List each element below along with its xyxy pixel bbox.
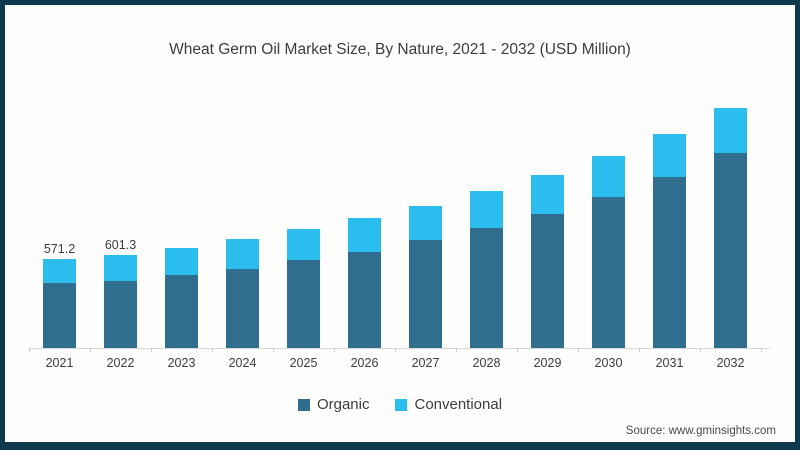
x-tick-label-2027: 2027 xyxy=(411,356,440,370)
data-label-2022: 601.3 xyxy=(104,238,137,252)
x-tick-label-2029: 2029 xyxy=(533,356,562,370)
bar-segment-organic-2031 xyxy=(653,177,686,348)
category-cell-2032 xyxy=(700,108,761,348)
x-tick-label-2032: 2032 xyxy=(716,356,745,370)
x-tick-label-2025: 2025 xyxy=(289,356,318,370)
x-tick-label-2030: 2030 xyxy=(594,356,623,370)
plot-area: 571.2 601.3 xyxy=(29,108,761,348)
bar-segment-conventional-2028 xyxy=(470,191,503,228)
category-cell-2028 xyxy=(456,108,517,348)
bar-segment-organic-2026 xyxy=(348,252,381,348)
x-tick-label-2031: 2031 xyxy=(655,356,684,370)
category-cell-2027 xyxy=(395,108,456,348)
legend: Organic Conventional xyxy=(5,396,795,413)
x-tick-label-2028: 2028 xyxy=(472,356,501,370)
axis-tick xyxy=(29,348,30,352)
bar-2022 xyxy=(104,255,137,348)
bar-2032 xyxy=(714,108,747,348)
legend-item-conventional: Conventional xyxy=(395,396,502,413)
bar-segment-organic-2032 xyxy=(714,153,747,348)
category-cell-2024 xyxy=(212,108,273,348)
bar-2021 xyxy=(43,259,76,348)
category-cell-2029 xyxy=(517,108,578,348)
bar-segment-organic-2024 xyxy=(226,269,259,348)
bar-segment-organic-2027 xyxy=(409,240,442,348)
bar-segment-conventional-2026 xyxy=(348,218,381,252)
axis-tick xyxy=(90,348,91,352)
source-note: Source: www.gminsights.com xyxy=(625,425,776,437)
bar-segment-conventional-2025 xyxy=(287,229,320,260)
x-tick-label-2022: 2022 xyxy=(106,356,135,370)
axis-tick xyxy=(639,348,640,352)
conventional-swatch-icon xyxy=(395,398,408,411)
axis-tick xyxy=(273,348,274,352)
category-cell-2031 xyxy=(639,108,700,348)
category-cell-2026 xyxy=(334,108,395,348)
axis-tick xyxy=(334,348,335,352)
bar-segment-conventional-2030 xyxy=(592,156,625,197)
bar-segment-organic-2023 xyxy=(165,275,198,348)
bar-segment-conventional-2031 xyxy=(653,134,686,177)
axis-tick xyxy=(700,348,701,352)
bar-segment-conventional-2023 xyxy=(165,248,198,275)
category-cell-2025 xyxy=(273,108,334,348)
category-cell-2021: 571.2 xyxy=(29,108,90,348)
axis-tick xyxy=(212,348,213,352)
x-tick-label-2023: 2023 xyxy=(167,356,196,370)
data-label-2021: 571.2 xyxy=(43,242,76,256)
legend-label-organic: Organic xyxy=(316,396,370,413)
legend-item-organic: Organic xyxy=(297,396,370,413)
axis-tick xyxy=(151,348,152,352)
axis-tick xyxy=(395,348,396,352)
bar-2025 xyxy=(287,229,320,348)
bar-segment-conventional-2032 xyxy=(714,108,747,153)
bar-segment-organic-2025 xyxy=(287,260,320,348)
bar-segment-organic-2030 xyxy=(592,197,625,348)
bar-2029 xyxy=(531,175,564,348)
bar-segment-organic-2028 xyxy=(470,228,503,348)
x-tick-label-2024: 2024 xyxy=(228,356,257,370)
bar-segment-organic-2021 xyxy=(43,283,76,348)
axis-tick xyxy=(456,348,457,352)
bar-segment-organic-2022 xyxy=(104,281,137,348)
bar-2026 xyxy=(348,218,381,348)
category-cell-2022: 601.3 xyxy=(90,108,151,348)
chart-title: Wheat Germ Oil Market Size, By Nature, 2… xyxy=(169,41,631,58)
bar-2031 xyxy=(653,134,686,348)
axis-tick xyxy=(517,348,518,352)
bar-2028 xyxy=(470,191,503,348)
bar-segment-organic-2029 xyxy=(531,214,564,348)
axis-tick xyxy=(761,348,762,352)
category-cell-2030 xyxy=(578,108,639,348)
x-axis-labels: 2021 2022 2023 2024 2025 2026 2027 2028 2029 2030… xyxy=(29,356,761,370)
bar-2023 xyxy=(165,248,198,348)
bar-segment-conventional-2027 xyxy=(409,206,442,240)
bar-segment-conventional-2024 xyxy=(226,239,259,269)
organic-swatch-icon xyxy=(297,398,310,411)
axis-tick xyxy=(578,348,579,352)
x-axis-line xyxy=(29,348,770,352)
bar-segment-conventional-2022 xyxy=(104,255,137,281)
x-tick-label-2026: 2026 xyxy=(350,356,379,370)
legend-label-conventional: Conventional xyxy=(414,396,503,413)
x-tick-label-2021: 2021 xyxy=(45,356,74,370)
bar-2024 xyxy=(226,239,259,348)
bar-2027 xyxy=(409,206,442,348)
bar-segment-conventional-2021 xyxy=(43,259,76,283)
category-cell-2023 xyxy=(151,108,212,348)
bar-segment-conventional-2029 xyxy=(531,175,564,214)
bar-2030 xyxy=(592,156,625,348)
